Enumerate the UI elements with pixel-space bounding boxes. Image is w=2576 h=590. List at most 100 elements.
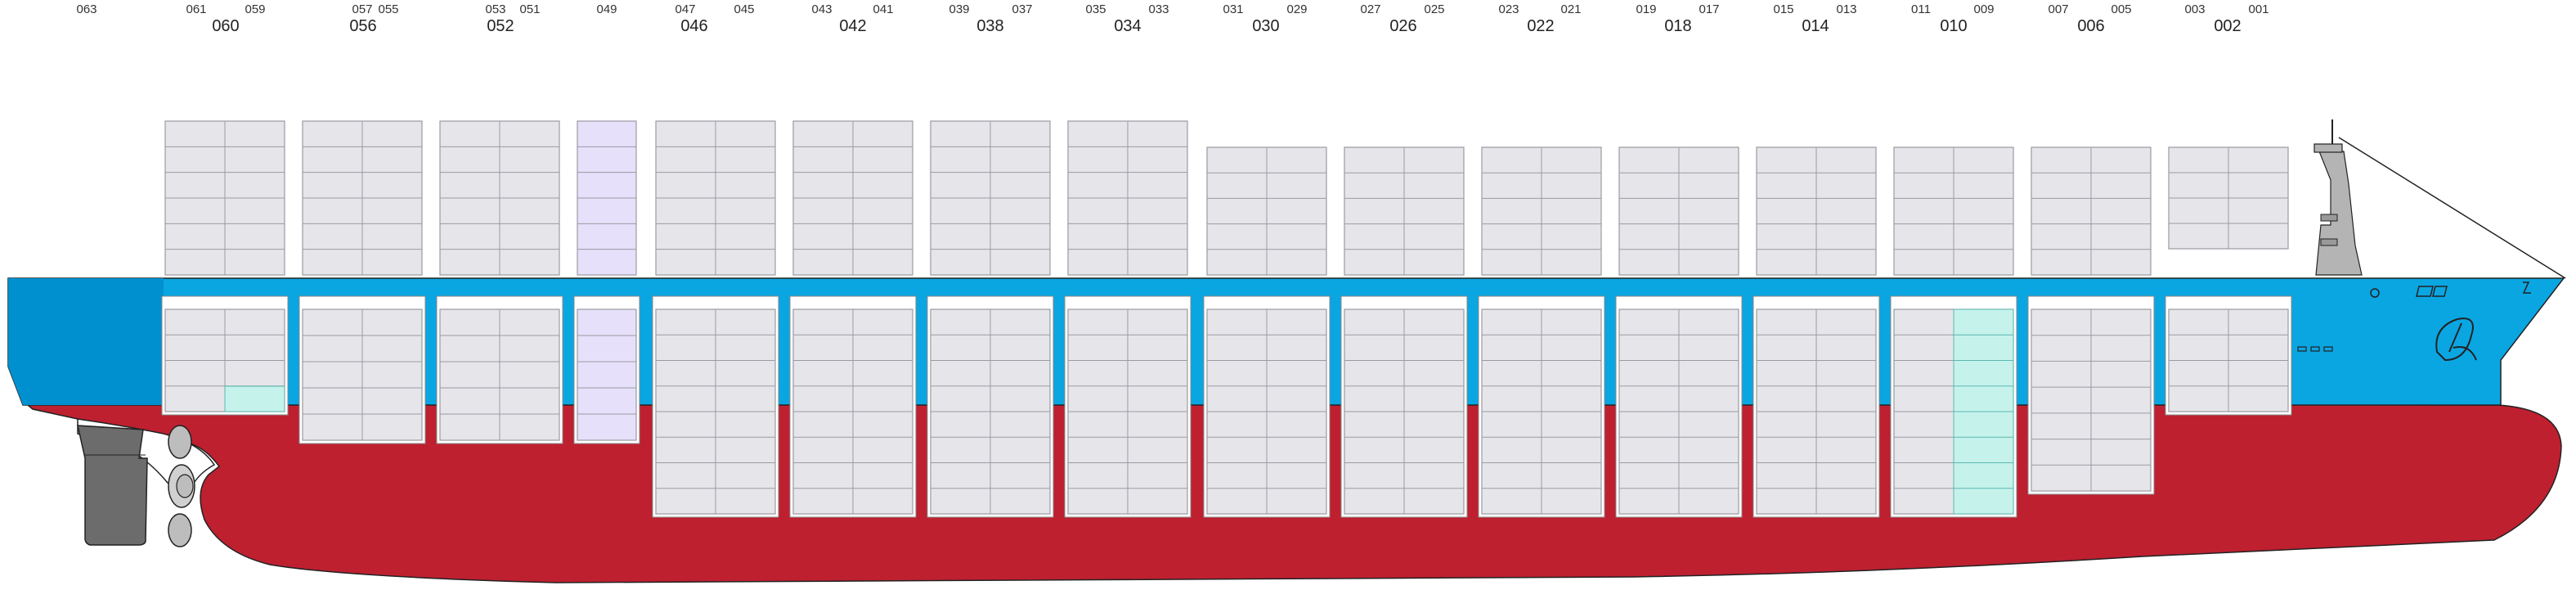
hawse-icon — [2416, 286, 2448, 297]
bow-logo-icon — [2435, 318, 2477, 362]
bay-label-small: 015 — [1773, 2, 1793, 16]
bay-label-small: 001 — [2248, 2, 2269, 16]
bay-label-small: 053 — [485, 2, 505, 16]
bay-label-main: 014 — [1802, 17, 1829, 35]
bay-label-small: 033 — [1148, 2, 1169, 16]
vent-icon — [2310, 346, 2320, 352]
propeller-blade — [168, 425, 192, 459]
bow-forestay-line — [2338, 137, 2566, 279]
bay-label-small: 023 — [1498, 2, 1519, 16]
container-block — [577, 309, 637, 441]
mast-platform — [2313, 143, 2343, 153]
bay-label-main: 018 — [1664, 17, 1691, 35]
deck-stack — [439, 120, 560, 276]
bay-label-main: 030 — [1252, 17, 1279, 35]
deck-stack — [2031, 146, 2152, 276]
bay-label-small: 057 — [352, 2, 372, 16]
deck-stack — [1481, 146, 1602, 276]
container-stack-group — [161, 120, 2292, 518]
deck-stack — [655, 120, 776, 276]
bay-label-main: 046 — [680, 17, 707, 35]
hold-stack — [436, 295, 563, 444]
bay-label-small: 049 — [596, 2, 617, 16]
deck-stack — [1344, 146, 1465, 276]
vent-icon — [2297, 346, 2307, 352]
bay-label-main: 006 — [2077, 17, 2104, 35]
bay-label-small: 007 — [2048, 2, 2068, 16]
hold-stack — [2027, 295, 2155, 495]
deck-stack — [2168, 146, 2289, 250]
bay-label-main: 042 — [839, 17, 866, 35]
bay-label-small: 041 — [873, 2, 893, 16]
hold-stack — [2165, 295, 2292, 416]
bay-label-main: 034 — [1114, 17, 1141, 35]
bay-label-small: 061 — [186, 2, 206, 16]
bay-label-small: 047 — [675, 2, 695, 16]
hold-stack — [1752, 295, 1880, 518]
hold-stack — [298, 295, 426, 444]
deck-stack — [1756, 146, 1877, 276]
deck-stack — [792, 120, 913, 276]
mast-light — [2320, 214, 2338, 222]
bay-label-small: 011 — [1911, 2, 1931, 16]
bay-label-small: 029 — [1286, 2, 1307, 16]
bay-label-main: 056 — [349, 17, 376, 35]
propeller-hub — [176, 474, 194, 498]
bay-label-small: 051 — [519, 2, 540, 16]
hold-stack — [161, 295, 289, 416]
bay-label-small: 017 — [1699, 2, 1719, 16]
bay-label-small: 003 — [2184, 2, 2205, 16]
draft-mark — [2522, 281, 2531, 294]
hold-stack — [789, 295, 917, 518]
bay-label-small: 005 — [2111, 2, 2131, 16]
bay-labels: 063 061 059 057 055 053 051 049 047 045 043 041 039 0… — [76, 2, 2269, 35]
bay-label-main: 052 — [487, 17, 514, 35]
bay-label-small: 059 — [245, 2, 265, 16]
deck-stack — [1893, 146, 2014, 276]
bay-label-main: 026 — [1389, 17, 1416, 35]
bay-label-small: 025 — [1424, 2, 1444, 16]
propeller-blade — [168, 513, 192, 547]
bay-label-small: 027 — [1360, 2, 1380, 16]
mast-light — [2320, 238, 2338, 246]
hold-stack — [927, 295, 1054, 518]
mast-body — [2315, 151, 2363, 276]
deck-stack — [164, 120, 285, 276]
bay-label-main: 060 — [212, 17, 239, 35]
highlight-slot — [224, 385, 285, 412]
bay-label-main: 002 — [2214, 17, 2241, 35]
bay-label-small: 043 — [811, 2, 832, 16]
bay-label-small: 063 — [76, 2, 96, 16]
deck-stack — [1067, 120, 1188, 276]
bay-label-small: 021 — [1560, 2, 1581, 16]
wheelhouse-icon — [2313, 119, 2363, 276]
bay-label-small: 045 — [734, 2, 754, 16]
hold-stack — [573, 295, 640, 444]
bay-label-small: 055 — [378, 2, 398, 16]
deck-stack — [1618, 146, 1739, 276]
deck-stack — [930, 120, 1051, 276]
deck-stack — [1206, 146, 1327, 276]
hold-stack — [652, 295, 779, 518]
bay-label-small: 039 — [949, 2, 969, 16]
hold-stack — [1890, 295, 2017, 518]
bay-label-small: 009 — [1973, 2, 1994, 16]
bay-label-small: 031 — [1223, 2, 1243, 16]
vent-icon — [2323, 346, 2333, 352]
rudder-icon — [77, 425, 148, 546]
hull-upper-shade — [8, 278, 164, 405]
hold-stack — [1615, 295, 1743, 518]
hold-stack — [1340, 295, 1468, 518]
bay-label-main: 038 — [976, 17, 1003, 35]
deck-stack — [302, 120, 423, 276]
hold-stack — [1478, 295, 1605, 518]
hold-stack — [1203, 295, 1331, 518]
deck-stack — [577, 120, 637, 276]
bay-label-small: 035 — [1085, 2, 1106, 16]
bay-label-small: 013 — [1836, 2, 1856, 16]
hold-stack — [1064, 295, 1192, 518]
bay-label-main: 022 — [1527, 17, 1554, 35]
anchor-icon — [2370, 288, 2380, 298]
